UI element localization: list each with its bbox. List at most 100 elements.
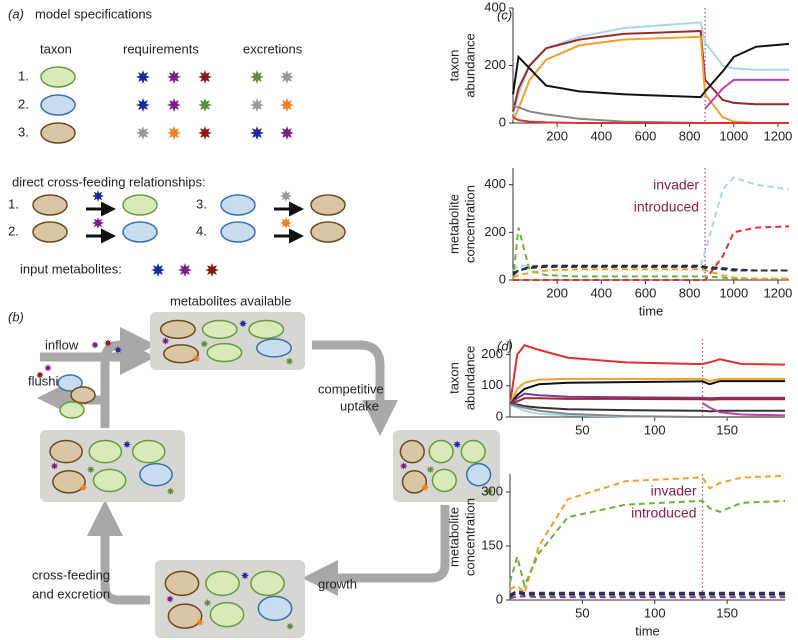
x-tick-label: 150: [716, 605, 738, 620]
metabolite-star: [239, 319, 247, 328]
taxon-cell: [428, 439, 454, 464]
series-line: [509, 500, 786, 589]
metabolite-star: [421, 483, 430, 492]
series-line: [512, 42, 790, 99]
y-tick-label: 400: [484, 176, 506, 191]
metabolite-star: [280, 126, 294, 140]
taxon-cell: [205, 570, 240, 597]
series-line: [509, 344, 786, 405]
y-tick-label: 200: [484, 224, 506, 239]
x-tick-label: 150: [716, 422, 738, 437]
x-tick-label: 1200: [763, 285, 792, 300]
metabolite-star: [280, 217, 292, 229]
metabolite-star: [86, 465, 95, 474]
x-tick-label: 50: [575, 422, 589, 437]
taxon-cell: [52, 470, 86, 494]
taxon-cell: [139, 462, 173, 487]
metabolite-star: [285, 357, 294, 366]
taxon-cell: [122, 221, 158, 243]
taxon-cell: [32, 221, 68, 243]
row-number: 3.: [18, 124, 29, 139]
x-axis-label: time: [635, 623, 660, 638]
taxon-cell: [201, 319, 238, 340]
series-line: [509, 392, 785, 406]
metabolite-star: [250, 98, 264, 112]
taxon-cell: [250, 570, 285, 597]
taxon-cell: [164, 570, 200, 597]
taxon-cell: [59, 401, 85, 419]
series-line: [509, 380, 785, 406]
metabolite-star: [205, 263, 219, 277]
row-number: 2.: [18, 96, 29, 111]
column-header: excretions: [243, 41, 303, 56]
y-tick-label: 100: [481, 377, 503, 392]
column-header: requirements: [123, 41, 199, 56]
metabolite-star: [192, 354, 201, 363]
cross-number: 1.: [8, 196, 19, 211]
taxon-cell: [460, 439, 486, 464]
metabolite-star: [198, 70, 212, 84]
metabolite-star: [280, 98, 294, 112]
metabolite-star: [151, 263, 165, 277]
excretion-label: cross-feeding: [32, 567, 110, 582]
taxon-cell: [248, 319, 285, 340]
uptake-label: competitive: [318, 381, 384, 396]
annotation: introduced: [631, 505, 696, 521]
metabolite-star: [92, 190, 104, 202]
metabolite-star: [203, 598, 212, 607]
metabolite-star: [123, 440, 131, 449]
growth-label: growth: [318, 576, 357, 591]
y-tick-label: 400: [484, 0, 506, 14]
metabolite-star: [286, 622, 294, 631]
taxon-cell: [310, 194, 346, 216]
y-axis-label: taxon: [446, 50, 461, 82]
metabolite-star: [250, 126, 264, 140]
cross-number: 2.: [8, 223, 19, 238]
x-tick-label: 1200: [763, 128, 792, 143]
y-tick-label: 0: [496, 408, 503, 423]
metabolite-star: [79, 483, 88, 492]
metabolite-star: [485, 487, 494, 496]
y-axis-label: metabolite: [446, 507, 461, 567]
taxon-cell: [32, 194, 68, 216]
metabolite-star: [136, 126, 150, 140]
series-line: [512, 176, 790, 272]
series-line: [512, 227, 789, 281]
metabolite-star: [91, 341, 99, 349]
taxon-cell: [220, 221, 256, 243]
taxon-cell: [40, 94, 76, 116]
y-tick-label: 200: [484, 57, 506, 72]
taxon-cell: [256, 338, 292, 358]
excretion-label: and excretion: [32, 586, 110, 601]
taxon-cell: [163, 344, 199, 364]
metabolite-star: [167, 126, 181, 140]
taxon-cell: [220, 194, 256, 216]
metabolite-star: [241, 571, 249, 580]
taxon-cell: [257, 595, 293, 622]
taxon-cell: [92, 468, 127, 493]
y-axis-label: concentration: [462, 185, 477, 263]
series-line: [509, 595, 785, 600]
cross-number: 4.: [196, 223, 207, 238]
metabolite-star: [104, 339, 112, 347]
metabolite-star: [166, 487, 175, 496]
taxon-cell: [159, 319, 196, 340]
series-line: [509, 403, 785, 418]
panel-label: (a): [8, 6, 24, 21]
taxon-cell: [40, 122, 76, 144]
metabolite-star: [196, 618, 204, 627]
annotation: introduced: [634, 199, 699, 215]
metabolite-star: [44, 364, 52, 372]
x-tick-label: 800: [679, 128, 701, 143]
y-axis-label: concentration: [462, 498, 477, 576]
metabolite-star: [167, 70, 181, 84]
series-line: [509, 474, 786, 595]
metabolite-star: [114, 346, 122, 354]
series-line: [512, 116, 789, 124]
metabolite-star: [198, 98, 212, 112]
taxon-cell: [122, 194, 158, 216]
taxon-cell: [399, 439, 425, 464]
taxon-cell: [40, 66, 76, 88]
cross-number: 3.: [196, 196, 207, 211]
series-line: [512, 29, 789, 112]
